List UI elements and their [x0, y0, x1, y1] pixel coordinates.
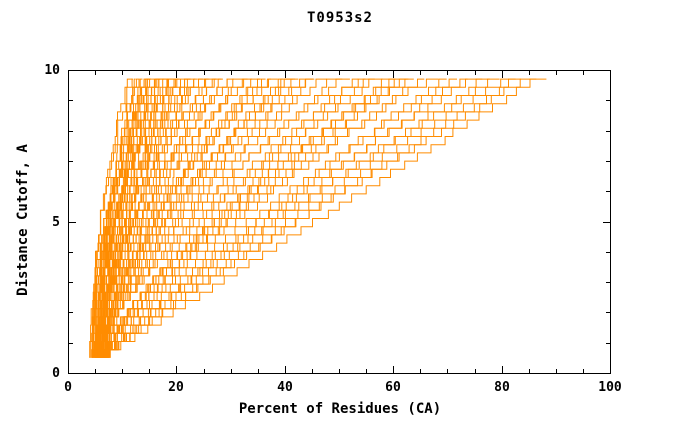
model-curve	[107, 78, 262, 358]
plot-frame	[68, 70, 611, 374]
model-curve	[98, 78, 278, 358]
model-curve	[94, 78, 188, 358]
model-curve	[108, 78, 547, 358]
x-tick-label: 80	[494, 380, 510, 395]
model-curve	[98, 78, 383, 358]
y-tick-label: 0	[52, 366, 60, 381]
x-tick-label: 100	[598, 380, 622, 395]
model-curve	[94, 78, 160, 358]
model-curve	[104, 78, 483, 358]
model-curve	[95, 78, 196, 358]
model-curve	[102, 78, 299, 358]
chart-title: T0953s2	[306, 10, 373, 26]
x-tick-label: 60	[385, 380, 401, 395]
x-tick-label: 40	[277, 380, 293, 395]
model-curve	[93, 78, 167, 358]
model-curve	[91, 78, 150, 358]
model-curve	[99, 78, 222, 358]
y-axis-label: Distance Cutoff, A	[15, 144, 31, 296]
y-tick-label: 10	[44, 63, 60, 78]
model-curve	[105, 78, 500, 358]
x-tick-label: 20	[168, 380, 184, 395]
model-curve	[109, 78, 537, 358]
x-tick-label: 0	[64, 380, 72, 395]
model-curve	[94, 78, 136, 358]
x-axis-label: Percent of Residues (CA)	[238, 401, 442, 417]
model-curve	[98, 78, 253, 358]
y-tick-label: 5	[52, 215, 60, 230]
model-curve	[102, 78, 439, 358]
model-curve	[96, 78, 217, 358]
